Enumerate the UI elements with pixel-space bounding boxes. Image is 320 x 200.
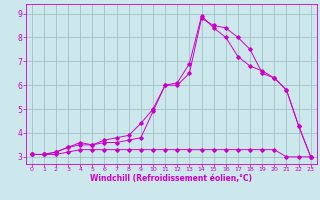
X-axis label: Windchill (Refroidissement éolien,°C): Windchill (Refroidissement éolien,°C) xyxy=(90,174,252,183)
